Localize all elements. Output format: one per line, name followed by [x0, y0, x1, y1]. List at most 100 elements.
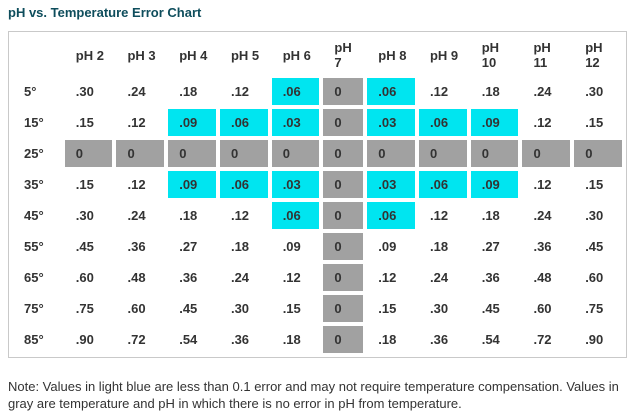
value-cell: .12 [116, 171, 165, 198]
value-cell: 0 [323, 233, 364, 260]
value-cell: .12 [219, 78, 268, 105]
note-text: Note: Values in light blue are less than… [8, 379, 619, 411]
row-label: 75° [24, 301, 44, 316]
value-cell: .06 [418, 109, 467, 136]
value-cell: .09 [367, 233, 415, 260]
value-cell: .48 [116, 264, 165, 291]
value-cell: .72 [522, 326, 571, 353]
value-cell: .48 [522, 264, 571, 291]
value-cell: .30 [64, 78, 113, 105]
table-row: 25° 0 0 0 0 0 0 0 0 0 0 0 [13, 140, 622, 167]
value-cell: 0 [522, 140, 571, 167]
column-header: pH 9 [429, 47, 459, 63]
value-cell: .36 [219, 326, 268, 353]
value-cell: .09 [470, 171, 519, 198]
value-cell: .75 [574, 295, 622, 322]
value-cell: .24 [116, 78, 165, 105]
value-cell: 0 [574, 140, 622, 167]
value-cell: .03 [271, 171, 320, 198]
corner-cell [13, 36, 61, 74]
value-cell: 0 [470, 140, 519, 167]
value-cell: .12 [271, 264, 320, 291]
table-row: 75° .75.60.45.30.15 0.15.30.45.60.75 [13, 295, 622, 322]
row-label: 85° [24, 332, 44, 347]
value-cell: 0 [323, 171, 364, 198]
value-cell: .12 [219, 202, 268, 229]
value-cell: .18 [418, 233, 467, 260]
value-cell: .12 [522, 109, 571, 136]
value-cell: .54 [168, 326, 216, 353]
value-cell: .09 [271, 233, 320, 260]
table-row: 15° .15.12.09.06.03 0.03.06.09.12.15 [13, 109, 622, 136]
value-cell: .06 [219, 109, 268, 136]
page-title: pH vs. Temperature Error Chart [8, 5, 202, 20]
value-cell: .60 [116, 295, 165, 322]
row-label: 55° [24, 239, 44, 254]
value-cell: .09 [168, 109, 216, 136]
table-row: 5° .30.24.18.12.06 0.06.12.18.24.30 [13, 78, 622, 105]
table-row: 85° .90.72.54.36.18 0.18.36.54.72.90 [13, 326, 622, 353]
value-cell: .06 [367, 78, 415, 105]
value-cell: .06 [271, 78, 320, 105]
value-cell: .18 [470, 78, 519, 105]
value-cell: .24 [522, 78, 571, 105]
value-cell: .30 [574, 202, 622, 229]
value-cell: .36 [522, 233, 571, 260]
value-cell: .36 [116, 233, 165, 260]
value-cell: .18 [271, 326, 320, 353]
column-header: pH 8 [378, 47, 407, 63]
value-cell: .12 [522, 171, 571, 198]
row-label: 15° [24, 115, 44, 130]
value-cell: .30 [219, 295, 268, 322]
value-cell: .90 [574, 326, 622, 353]
ph-temperature-error-table: pH 2 pH 3 pH 4 pH 5 pH 6 pH 7 pH 8 pH 9 pH 10 pH … [9, 32, 626, 357]
value-cell: .30 [418, 295, 467, 322]
value-cell: .15 [271, 295, 320, 322]
row-label: 5° [24, 84, 37, 99]
value-cell: 0 [323, 140, 364, 167]
column-header: pH 2 [75, 47, 104, 63]
value-cell: .30 [64, 202, 113, 229]
value-cell: .15 [64, 109, 113, 136]
column-header: pH 6 [282, 47, 311, 63]
column-header: pH 3 [127, 47, 156, 63]
value-cell: .24 [522, 202, 571, 229]
value-cell: .45 [168, 295, 216, 322]
value-cell: .27 [168, 233, 216, 260]
value-cell: .27 [470, 233, 519, 260]
value-cell: 0 [323, 326, 364, 353]
value-cell: 0 [323, 295, 364, 322]
value-cell: .30 [574, 78, 622, 105]
value-cell: .06 [418, 171, 467, 198]
value-cell: .18 [168, 78, 216, 105]
value-cell: .90 [64, 326, 113, 353]
value-cell: .45 [574, 233, 622, 260]
column-header: pH 5 [230, 47, 260, 63]
value-cell: .06 [219, 171, 268, 198]
header-row: pH 2 pH 3 pH 4 pH 5 pH 6 pH 7 pH 8 pH 9 pH 10 pH … [13, 36, 622, 74]
value-cell: .12 [418, 202, 467, 229]
value-cell: .45 [470, 295, 519, 322]
row-label: 45° [24, 208, 44, 223]
value-cell: .45 [64, 233, 113, 260]
value-cell: .36 [168, 264, 216, 291]
value-cell: .36 [418, 326, 467, 353]
value-cell: .18 [168, 202, 216, 229]
value-cell: .06 [367, 202, 415, 229]
value-cell: 0 [271, 140, 320, 167]
value-cell: 0 [219, 140, 268, 167]
value-cell: .60 [522, 295, 571, 322]
table-row: 55° .45.36.27.18.09 0.09.18.27.36.45 [13, 233, 622, 260]
value-cell: .60 [574, 264, 622, 291]
value-cell: .03 [367, 109, 415, 136]
value-cell: .60 [64, 264, 113, 291]
value-cell: 0 [367, 140, 415, 167]
value-cell: .03 [367, 171, 415, 198]
value-cell: .24 [219, 264, 268, 291]
table-row: 65° .60.48.36.24.12 0.12.24.36.48.60 [13, 264, 622, 291]
value-cell: 0 [323, 202, 364, 229]
value-cell: 0 [323, 264, 364, 291]
column-header: pH 10 [481, 40, 500, 70]
row-label: 65° [24, 270, 44, 285]
